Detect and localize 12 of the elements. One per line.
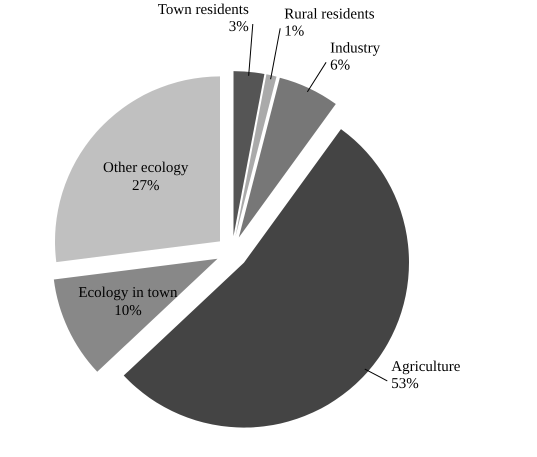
slice-label: Agriculture	[391, 358, 461, 375]
data-label: 10%	[114, 302, 142, 319]
slice-label: Other ecology	[103, 160, 189, 176]
slice-label: Town residents	[158, 2, 249, 18]
data-label: 1%	[284, 23, 304, 40]
data-label: 27%	[132, 178, 160, 194]
data-label: 53%	[391, 376, 419, 392]
slice-label: Rural residents	[284, 6, 375, 22]
slice-label: Industry	[330, 40, 381, 56]
data-label: 6%	[330, 57, 350, 74]
slice-label: Ecology in town	[78, 284, 178, 301]
data-label: 3%	[228, 18, 249, 35]
